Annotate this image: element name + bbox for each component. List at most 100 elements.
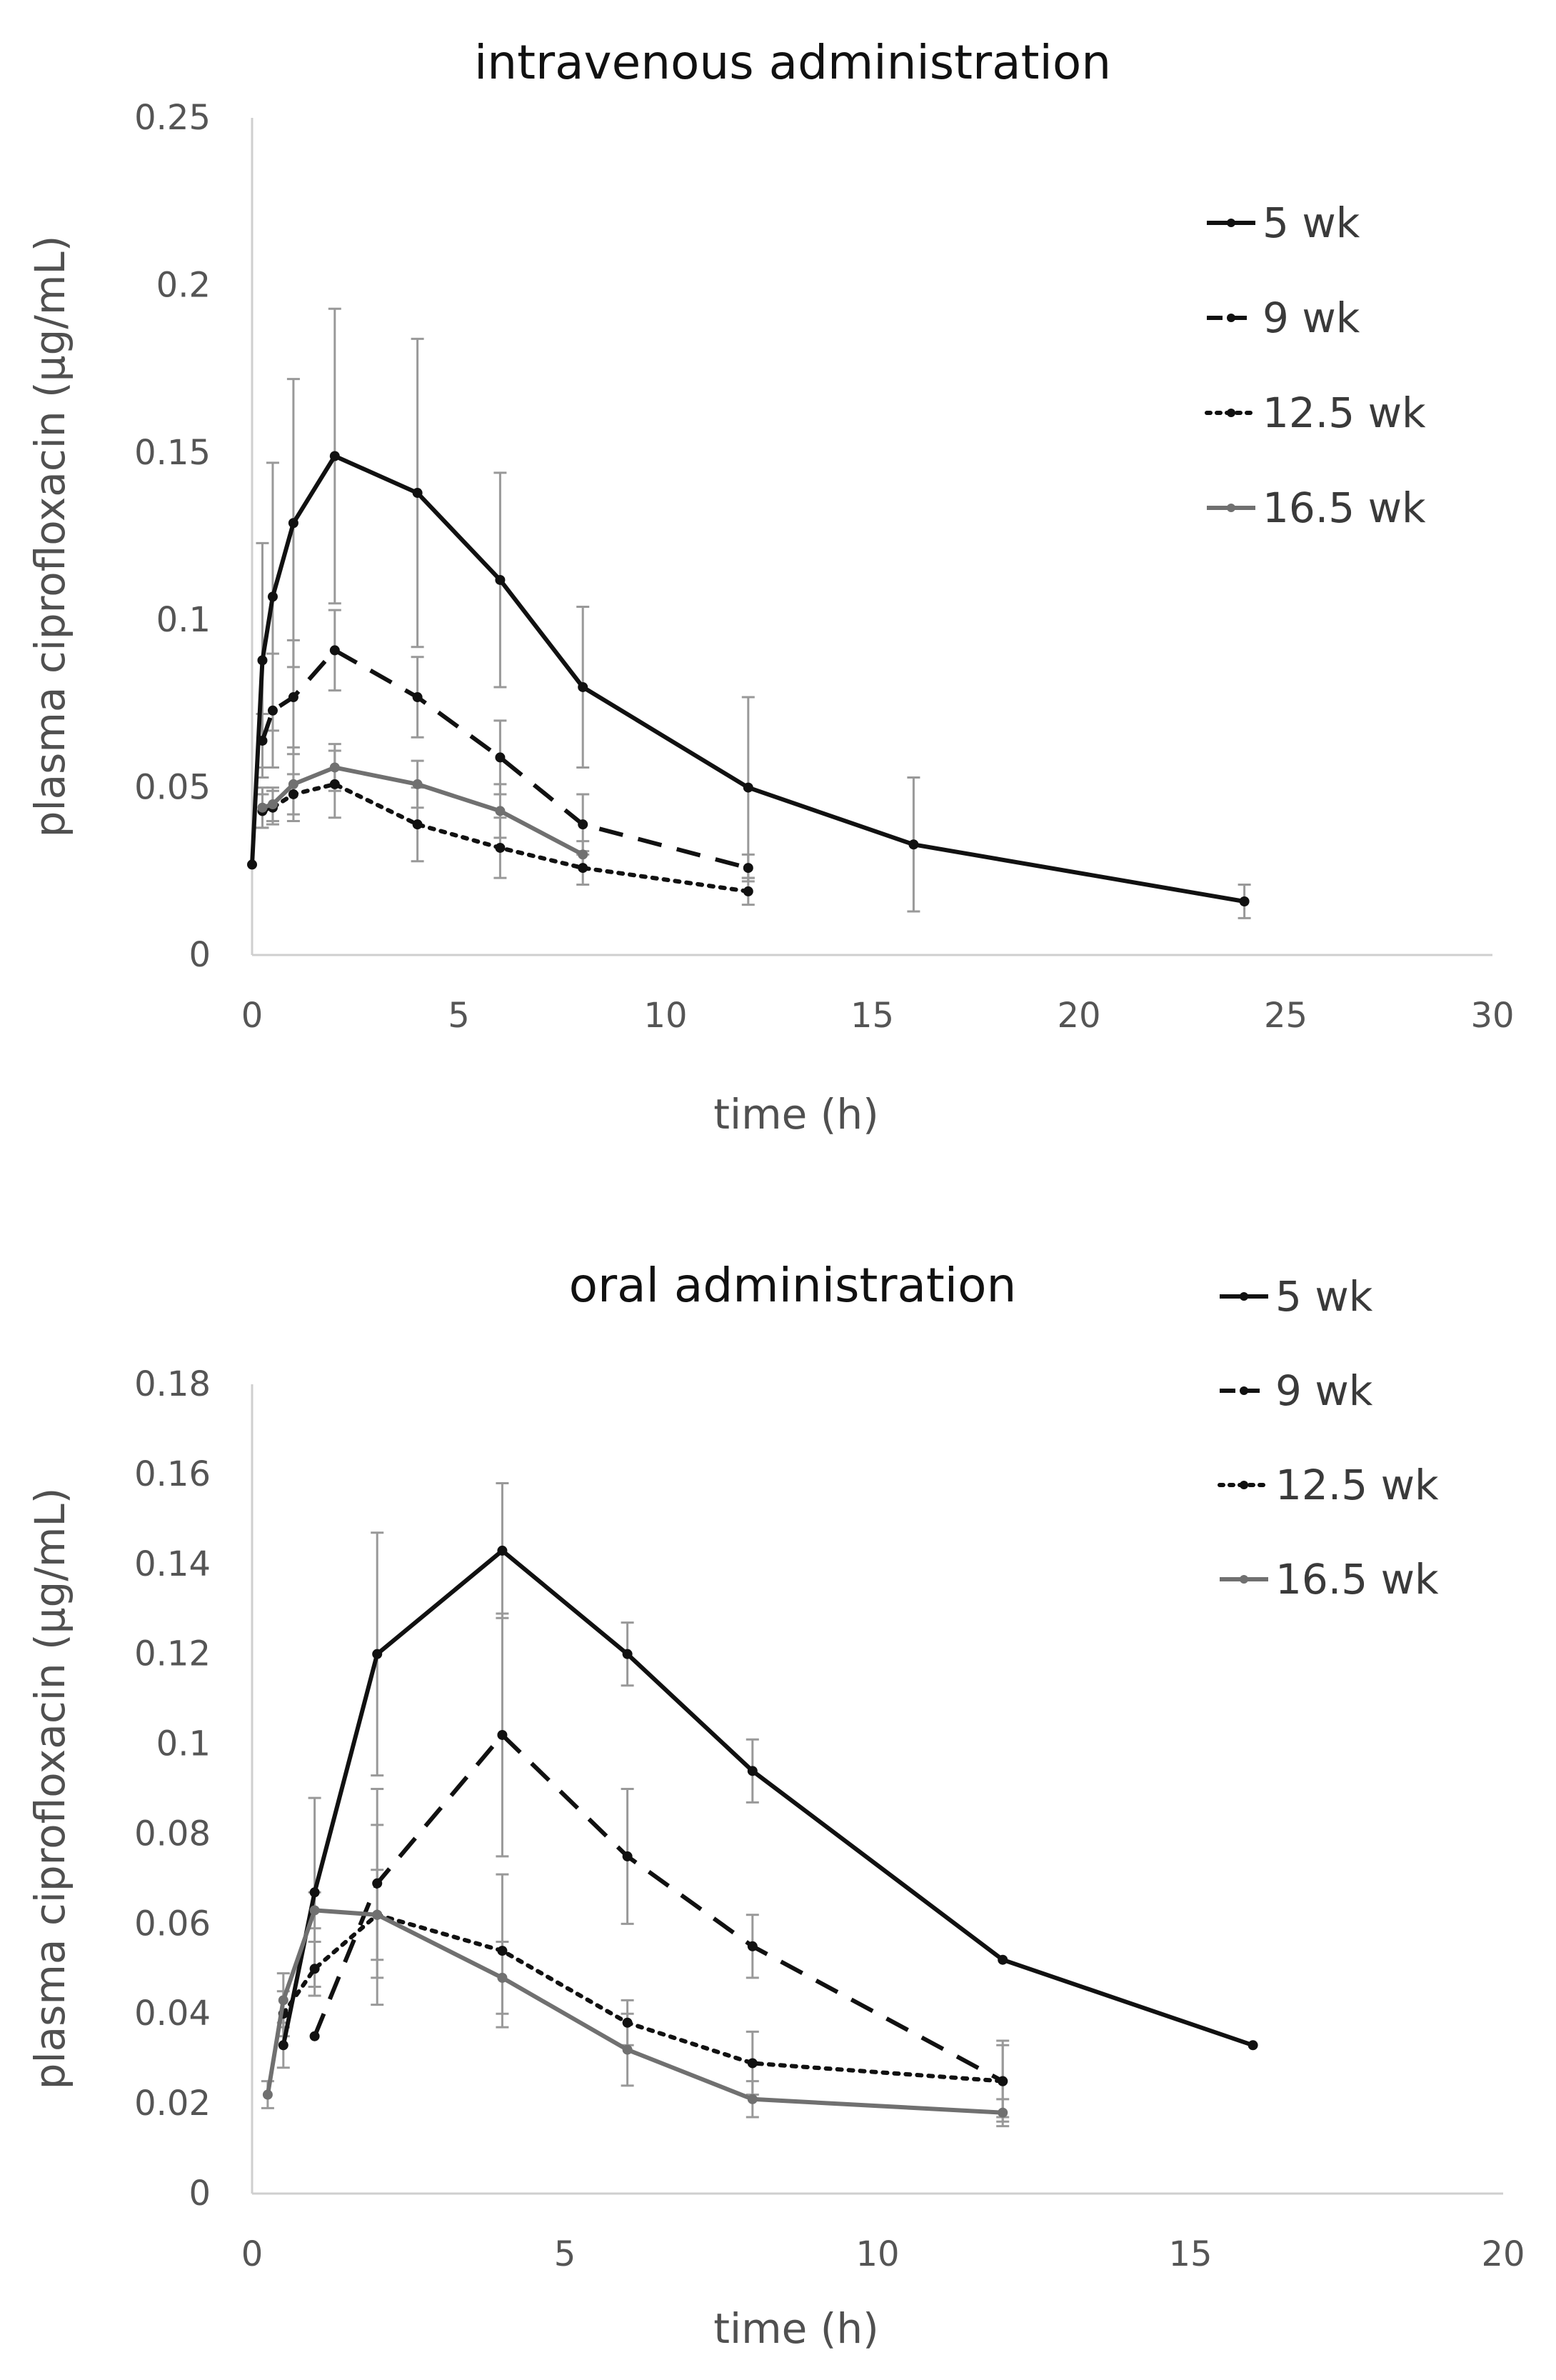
y-tick-label: 0.12 <box>134 1634 211 1674</box>
data-point <box>309 1887 320 1898</box>
legend: 5 wk 9 wk 12.5 wk 16.5 wk <box>1218 1272 1439 1604</box>
data-point <box>622 1851 633 1861</box>
chart-oral: oral administration 0 5 10 15 20 0 0.02 0.04 0.06… <box>26 1258 1525 2353</box>
data-point <box>998 1954 1008 1965</box>
data-point <box>578 819 588 830</box>
data-point <box>288 692 298 703</box>
data-point <box>267 799 278 810</box>
data-point <box>578 681 588 692</box>
x-axis-label: time (h) <box>713 1090 879 1139</box>
data-point <box>288 779 298 789</box>
data-point <box>412 779 423 789</box>
error-bars-16-5-wk <box>261 1869 1010 2128</box>
data-point <box>747 1766 758 1776</box>
data-point <box>288 518 298 529</box>
legend-marker <box>1240 1481 1248 1489</box>
data-point <box>257 802 268 813</box>
x-tick-label: 15 <box>1168 2234 1212 2274</box>
x-tick-label: 20 <box>1057 996 1100 1036</box>
data-point <box>267 705 278 716</box>
data-point <box>329 762 340 773</box>
y-tick-label: 0.1 <box>156 1724 211 1764</box>
data-point <box>747 2058 758 2069</box>
data-point <box>497 1972 508 1983</box>
data-point <box>578 849 588 860</box>
y-tick-label: 0.05 <box>134 768 211 808</box>
series-line <box>312 1733 1004 2084</box>
data-point <box>497 1946 508 1956</box>
data-point <box>412 692 423 703</box>
legend-marker <box>1227 219 1235 227</box>
series-5-wk <box>247 451 1250 906</box>
data-point <box>497 1729 508 1740</box>
data-point <box>495 752 506 763</box>
data-point <box>743 782 753 793</box>
legend-label: 16.5 wk <box>1263 484 1426 532</box>
data-point <box>412 819 423 830</box>
y-axis-label: plasma ciprofloxacin (μg/mL) <box>26 1488 74 2090</box>
legend-marker <box>1240 1292 1248 1301</box>
legend-label: 12.5 wk <box>1275 1461 1439 1509</box>
data-point <box>1239 896 1250 906</box>
series-line <box>265 1908 1003 2115</box>
legend-marker <box>1227 314 1235 322</box>
legend-marker <box>1240 1386 1248 1395</box>
data-point <box>257 655 268 666</box>
legend-label: 16.5 wk <box>1275 1555 1439 1604</box>
y-tick-label: 0.14 <box>134 1544 211 1584</box>
legend-label: 5 wk <box>1275 1272 1373 1321</box>
data-point <box>329 779 340 789</box>
y-tick-label: 0.04 <box>134 1994 211 2034</box>
series-9-wk <box>257 645 753 874</box>
x-tick-label: 10 <box>855 2234 899 2274</box>
data-point <box>908 839 919 850</box>
legend-marker <box>1240 1575 1248 1584</box>
data-point <box>622 1649 633 1659</box>
x-tick-label: 10 <box>643 996 687 1036</box>
y-tick-label: 0 <box>189 935 211 975</box>
data-point <box>495 806 506 816</box>
data-point <box>747 1941 758 1951</box>
y-tick-label: 0.25 <box>134 98 211 138</box>
x-tick-label: 0 <box>241 2234 263 2274</box>
data-point <box>278 2040 288 2051</box>
data-point <box>262 2089 273 2100</box>
legend-label: 5 wk <box>1263 199 1360 247</box>
y-tick-label: 0.2 <box>156 265 211 305</box>
y-tick-label: 0.18 <box>134 1364 211 1404</box>
legend-label: 12.5 wk <box>1263 389 1426 437</box>
legend: 5 wk 9 wk 12.5 wk 16.5 wk <box>1205 199 1426 532</box>
data-point <box>288 789 298 799</box>
x-tick-label: 5 <box>448 996 470 1036</box>
data-point <box>412 488 423 499</box>
data-point <box>495 574 506 585</box>
data-point <box>1248 2040 1258 2051</box>
data-point <box>747 2094 758 2104</box>
data-point <box>622 2044 633 2055</box>
legend-marker <box>1227 504 1235 512</box>
chart-title: intravenous administration <box>474 35 1111 90</box>
data-point <box>309 2031 320 2041</box>
data-point <box>372 1909 383 1920</box>
data-point <box>998 2076 1008 2086</box>
y-tick-label: 0.08 <box>134 1814 211 1854</box>
data-point <box>622 2017 633 2028</box>
x-tick-label: 25 <box>1264 996 1307 1036</box>
x-tick-label: 5 <box>554 2234 576 2274</box>
data-point <box>309 1964 320 1974</box>
error-bars-9-wk <box>371 1612 1010 2123</box>
data-point <box>267 591 278 602</box>
data-point <box>309 1905 320 1916</box>
data-point <box>497 1545 508 1556</box>
series-5-wk <box>278 1545 1258 2051</box>
x-tick-label: 30 <box>1470 996 1514 1036</box>
series-16-5-wk <box>257 762 588 860</box>
series-16-5-wk <box>262 1905 1008 2118</box>
y-tick-label: 0.06 <box>134 1904 211 1944</box>
data-point <box>495 842 506 853</box>
data-point <box>998 2107 1008 2118</box>
data-point <box>329 451 340 461</box>
y-tick-label: 0.02 <box>134 2084 211 2124</box>
y-tick-label: 0.16 <box>134 1454 211 1494</box>
series-line <box>260 648 749 871</box>
